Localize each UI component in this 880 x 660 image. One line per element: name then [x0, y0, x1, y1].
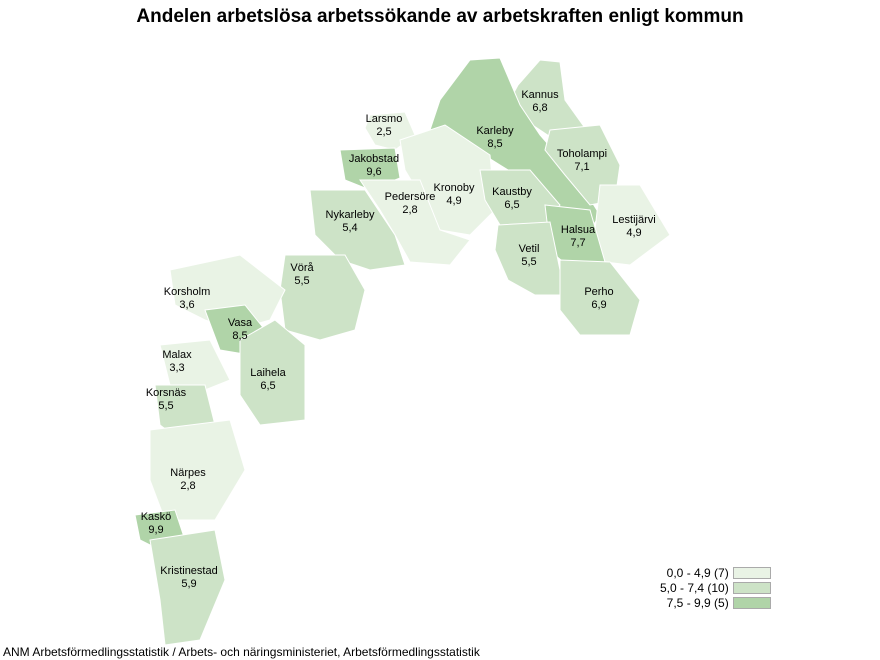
region-label-kronoby: Kronoby	[434, 182, 475, 194]
region-label-lestijarvi: Lestijärvi	[612, 214, 655, 226]
legend-swatch-mid	[732, 581, 771, 594]
region-label-vora: Vörå	[290, 262, 314, 274]
region-value-larsmo: 2,5	[376, 126, 391, 138]
region-value-vasa: 8,5	[232, 330, 247, 342]
region-narpes[interactable]	[149, 419, 246, 521]
region-value-kannus: 6,8	[532, 102, 547, 114]
region-value-malax: 3,3	[169, 362, 184, 374]
region-label-jakobstad: Jakobstad	[349, 153, 399, 165]
legend-swatch-high	[732, 596, 771, 609]
region-value-pedersore: 2,8	[402, 204, 417, 216]
region-value-kasko: 9,9	[148, 524, 163, 536]
map-title: Andelen arbetslösa arbetssökande av arbe…	[136, 6, 744, 27]
source-note: ANM Arbetsförmedlingsstatistik / Arbets-…	[3, 645, 480, 659]
legend-item-mid: 5,0 - 7,4 (10)	[660, 580, 771, 595]
region-label-malax: Malax	[162, 349, 192, 361]
region-label-korsnas: Korsnäs	[146, 387, 187, 399]
region-value-halsua: 7,7	[570, 237, 585, 249]
region-label-korsholm: Korsholm	[164, 286, 210, 298]
region-value-karleby: 8,5	[487, 138, 502, 150]
region-label-vasa: Vasa	[228, 317, 253, 329]
region-value-narpes: 2,8	[180, 480, 195, 492]
legend-label: 7,5 - 9,9 (5)	[666, 595, 729, 610]
region-malax[interactable]	[159, 339, 231, 391]
region-laihela[interactable]	[239, 319, 306, 426]
region-value-korsnas: 5,5	[158, 400, 173, 412]
region-nykarleby[interactable]	[309, 189, 406, 271]
region-value-korsholm: 3,6	[179, 299, 194, 311]
region-value-vetil: 5,5	[521, 256, 536, 268]
region-vetil[interactable]	[494, 221, 561, 296]
map-legend: 0,0 - 4,9 (7) 5,0 - 7,4 (10) 7,5 - 9,9 (…	[660, 565, 771, 610]
region-pedersore[interactable]	[359, 179, 471, 266]
region-label-karleby: Karleby	[476, 125, 514, 137]
region-value-kaustby: 6,5	[504, 199, 519, 211]
region-label-larsmo: Larsmo	[366, 113, 403, 125]
region-value-kronoby: 4,9	[446, 195, 461, 207]
region-label-kannus: Kannus	[521, 89, 559, 101]
legend-item-low: 0,0 - 4,9 (7)	[660, 565, 771, 580]
region-label-kaustby: Kaustby	[492, 186, 532, 198]
region-label-pedersore: Pedersöre	[385, 191, 436, 203]
region-value-lestijarvi: 4,9	[626, 227, 641, 239]
region-perho[interactable]	[559, 259, 641, 336]
region-label-halsua: Halsua	[561, 224, 596, 236]
region-label-kasko: Kaskö	[141, 511, 172, 523]
region-value-kristinestad: 5,9	[181, 578, 196, 590]
region-label-perho: Perho	[584, 286, 613, 298]
region-label-narpes: Närpes	[170, 467, 206, 479]
region-label-laihela: Laihela	[250, 367, 286, 379]
legend-label: 5,0 - 7,4 (10)	[660, 580, 729, 595]
region-label-toholampi: Toholampi	[557, 148, 607, 160]
region-value-perho: 6,9	[591, 299, 606, 311]
region-value-jakobstad: 9,6	[366, 166, 381, 178]
region-value-toholampi: 7,1	[574, 161, 589, 173]
legend-swatch-low	[732, 566, 771, 579]
region-kristinestad[interactable]	[149, 529, 226, 646]
legend-item-high: 7,5 - 9,9 (5)	[660, 595, 771, 610]
region-value-vora: 5,5	[294, 275, 309, 287]
legend-label: 0,0 - 4,9 (7)	[666, 565, 729, 580]
region-label-nykarleby: Nykarleby	[326, 209, 375, 221]
region-value-laihela: 6,5	[260, 380, 275, 392]
region-label-kristinestad: Kristinestad	[160, 565, 217, 577]
region-label-vetil: Vetil	[519, 243, 540, 255]
region-value-nykarleby: 5,4	[342, 222, 357, 234]
region-kronoby[interactable]	[399, 124, 496, 236]
